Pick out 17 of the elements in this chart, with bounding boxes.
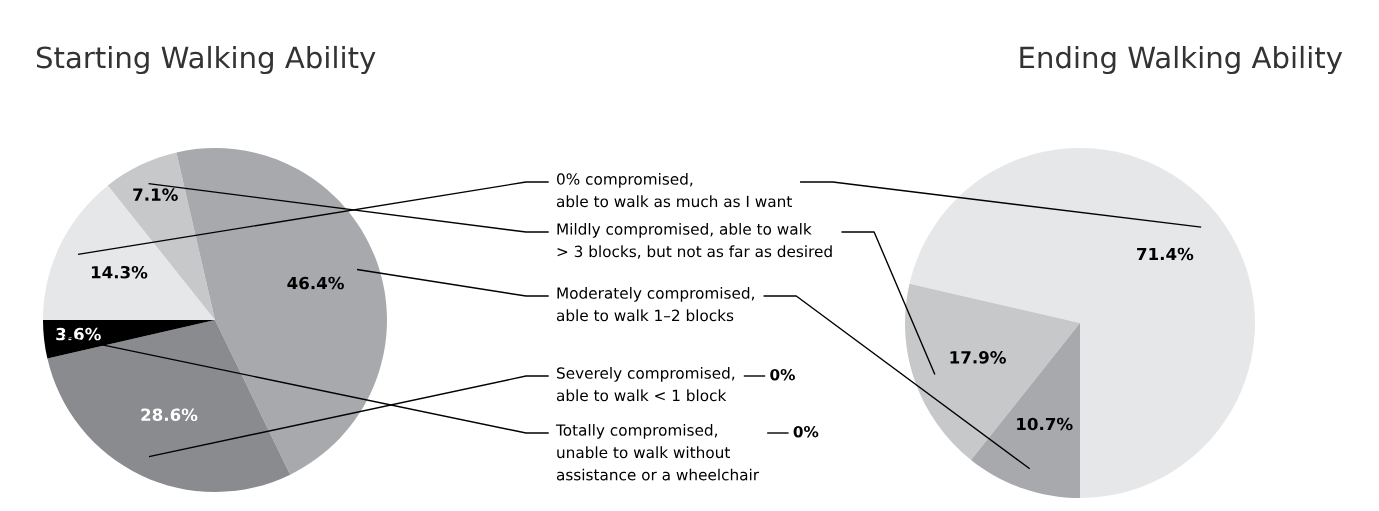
chart-title: Starting Walking Ability <box>36 45 376 75</box>
text: 0% <box>770 368 795 381</box>
data-label: 7.1% <box>133 188 178 201</box>
slice-label: Moderately compromised, able to walk 1–2 blocks <box>556 287 754 322</box>
data-label: 46.4% <box>287 276 344 290</box>
data-label: 10.7% <box>1017 417 1073 431</box>
slice-label: Mildly compromised, able to walk > 3 blocks, but not as far as desired <box>557 223 832 259</box>
chart-title: Ending Walking Ability <box>1020 45 1343 75</box>
data-label: 17.9% <box>950 351 1006 364</box>
data-label: 71.4% <box>1137 247 1194 261</box>
data-label: 28.6% <box>141 408 198 422</box>
slice-label: 0% compromised, able to walk as much as I want <box>556 173 792 208</box>
slice-label: Severely compromised, able to walk < 1 block <box>556 367 735 402</box>
text: 0% <box>793 425 819 438</box>
data-label: 3.6% <box>56 327 101 341</box>
data-label: 14.3% <box>91 265 148 279</box>
legend-label: Totally compromised, unable to walk without assistance or a wheelchair <box>555 424 760 481</box>
